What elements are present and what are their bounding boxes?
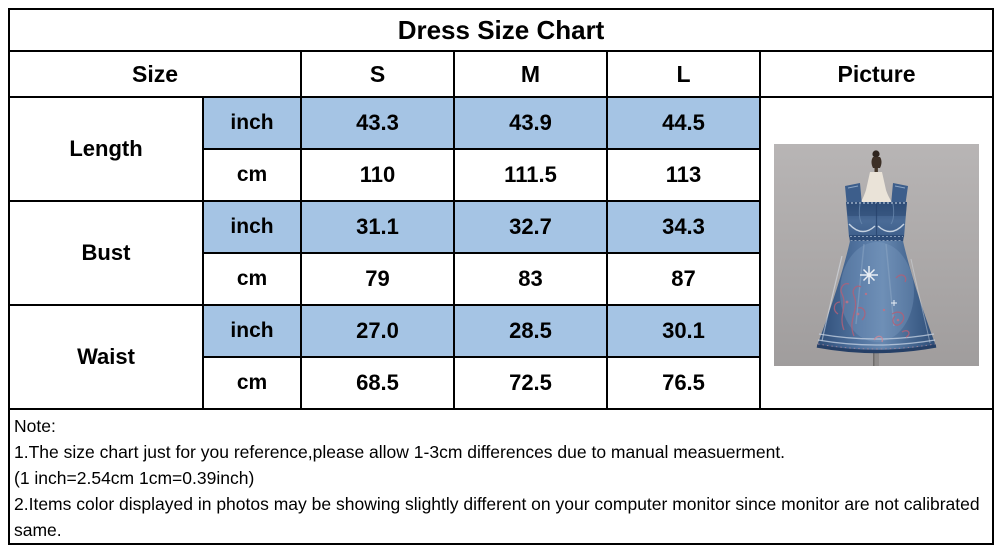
mannequin-pole	[873, 346, 880, 366]
sparkle-embroidery	[860, 266, 898, 306]
value-waist-inch-s: 27.0	[300, 304, 455, 358]
dress-photo	[774, 144, 980, 366]
picture-cell	[758, 96, 995, 410]
mannequin-neck	[859, 172, 894, 204]
unit-label-cm: cm	[202, 148, 302, 202]
value-bust-cm-l: 87	[606, 252, 761, 306]
unit-label-inch: inch	[202, 200, 302, 254]
value-bust-cm-m: 83	[453, 252, 608, 306]
table-row-waist-cm: cm 68.5 72.5 76.5	[9, 356, 993, 410]
unit-label-cm: cm	[202, 252, 302, 306]
value-length-cm-l: 113	[606, 148, 761, 202]
column-header-l: L	[606, 50, 761, 98]
value-waist-cm-m: 72.5	[453, 356, 608, 410]
dress-bodice	[846, 202, 908, 240]
note-line-2: (1 inch=2.54cm 1cm=0.39inch)	[14, 468, 255, 488]
size-chart-table: Dress Size Chart Size S M L Picture Leng…	[7, 8, 995, 545]
value-length-inch-s: 43.3	[300, 96, 455, 150]
page-title: Dress Size Chart	[7, 8, 995, 52]
value-length-cm-m: 111.5	[453, 148, 608, 202]
note-row: Note: 1.The size chart just for you refe…	[7, 408, 995, 545]
dress-skirt	[816, 241, 937, 354]
table-row-length-cm: cm 110 111.5 113	[9, 148, 993, 202]
value-bust-inch-m: 32.7	[453, 200, 608, 254]
unit-label-inch: inch	[202, 96, 302, 150]
value-bust-inch-l: 34.3	[606, 200, 761, 254]
measurement-label-waist: Waist	[8, 304, 204, 410]
table-row-bust-inch: Bust inch 31.1 32.7 34.3	[8, 200, 993, 306]
value-length-inch-l: 44.5	[606, 96, 761, 150]
column-header-picture: Picture	[758, 50, 995, 98]
column-header-size: Size	[8, 50, 302, 98]
value-bust-cm-s: 79	[300, 252, 455, 306]
mannequin-finial	[871, 150, 882, 174]
table-row-bust-cm: cm 79 83 87	[9, 252, 993, 306]
value-length-cm-s: 110	[300, 148, 455, 202]
note-heading: Note:	[14, 416, 56, 436]
title-row: Dress Size Chart	[7, 8, 995, 52]
note-line-3: 2.Items color displayed in photos may be…	[14, 494, 980, 540]
value-waist-cm-s: 68.5	[300, 356, 455, 410]
note-line-1: 1.The size chart just for you reference,…	[14, 442, 786, 462]
unit-label-inch: inch	[202, 304, 302, 358]
value-waist-inch-l: 30.1	[606, 304, 761, 358]
column-header-m: M	[453, 50, 608, 98]
measurement-label-bust: Bust	[8, 200, 204, 306]
header-row: Size S M L Picture	[8, 50, 995, 98]
dress-straps	[845, 183, 909, 207]
unit-label-cm: cm	[202, 356, 302, 410]
measurement-label-length: Length	[8, 96, 204, 202]
value-bust-inch-s: 31.1	[300, 200, 455, 254]
value-length-inch-m: 43.9	[453, 96, 608, 150]
value-waist-inch-m: 28.5	[453, 304, 608, 358]
dress-waistband	[849, 235, 905, 242]
value-waist-cm-l: 76.5	[606, 356, 761, 410]
table-row-waist-inch: Waist inch 27.0 28.5 30.1	[8, 304, 993, 410]
table-row-length-inch: Length inch 43.3 43.9 44.5	[8, 96, 995, 410]
note-section: Note: 1.The size chart just for you refe…	[7, 408, 995, 545]
floral-embroidery	[833, 274, 910, 343]
column-header-s: S	[300, 50, 455, 98]
